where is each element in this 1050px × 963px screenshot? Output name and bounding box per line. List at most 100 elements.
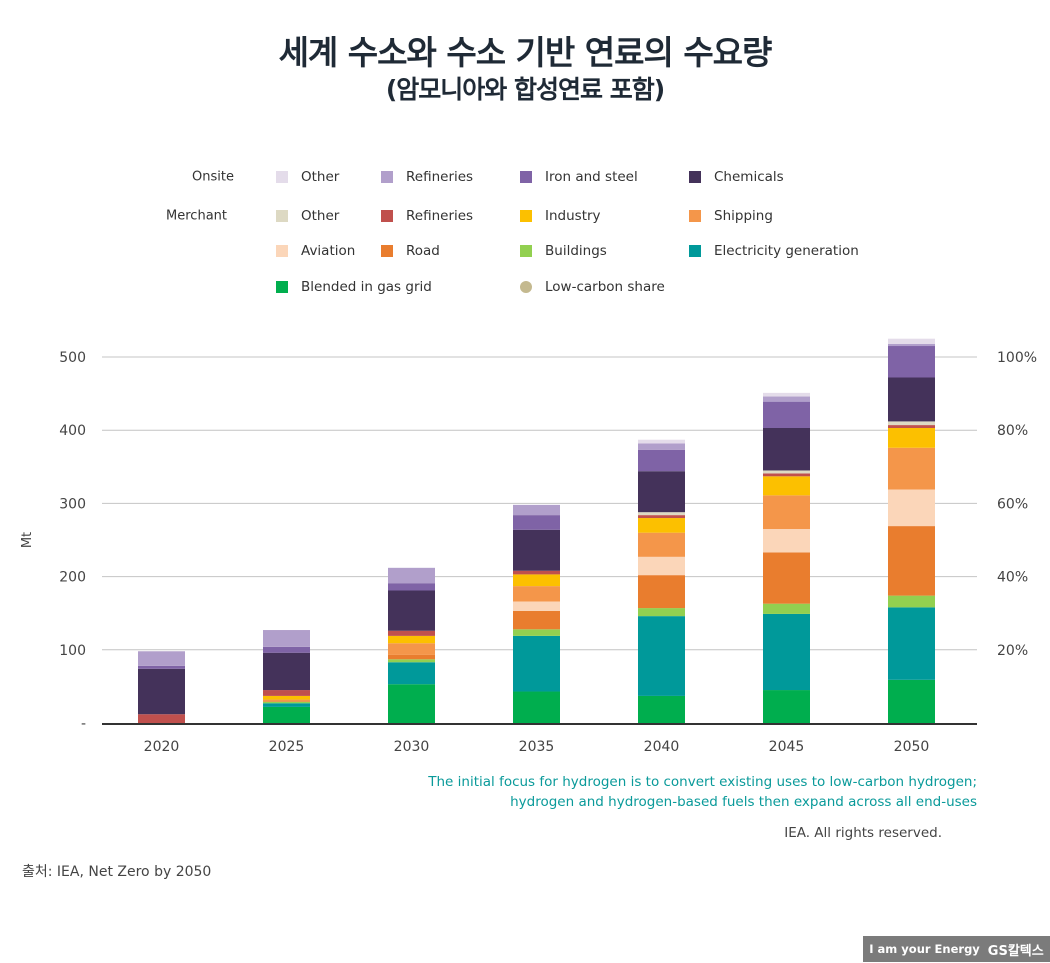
legend-item-low-carbon-share: Low-carbon share <box>520 279 665 295</box>
y2-tick-label: 100% <box>997 350 1037 366</box>
bar-segment-merchant-refineries-2045 <box>763 473 810 477</box>
legend-swatch <box>381 245 393 257</box>
bar-segment-onsite-other-2040 <box>638 439 685 444</box>
legend-swatch <box>276 281 288 293</box>
bar-segment-onsite-refineries-2025 <box>263 630 310 647</box>
bar-segment-road-2025 <box>263 701 310 702</box>
legend-item-onsite-refineries: Refineries <box>381 169 473 185</box>
legend-group-onsite: Onsite <box>192 169 234 185</box>
y-tick-label: 100 <box>59 643 86 659</box>
legend-swatch <box>520 281 532 293</box>
x-tick-label: 2035 <box>519 739 555 755</box>
bar-segment-electricity-2035 <box>513 635 560 692</box>
bar-segment-chemicals-2050 <box>888 377 935 422</box>
chart-note-line-2: hydrogen and hydrogen-based fuels then e… <box>510 794 977 810</box>
bar-segment-buildings-2040 <box>638 608 685 617</box>
legend-item-industry: Industry <box>520 208 601 224</box>
x-tick-label: 2025 <box>269 739 305 755</box>
y-tick-label: 200 <box>59 570 86 586</box>
bar-segment-shipping-2035 <box>513 586 560 602</box>
legend-item-onsite-other: Other <box>276 169 339 185</box>
rights-notice: IEA. All rights reserved. <box>784 825 942 841</box>
legend-swatch <box>689 171 701 183</box>
legend-label: Refineries <box>406 169 474 185</box>
legend-label: Electricity generation <box>714 243 859 259</box>
legend-swatch <box>520 245 532 257</box>
bar-segment-road-2045 <box>763 552 810 604</box>
legend-swatch <box>689 245 701 257</box>
bar-segment-iron-steel-2025 <box>263 646 310 653</box>
bar-segment-onsite-other-2050 <box>888 338 935 344</box>
bar-segment-blended-2030 <box>388 684 435 723</box>
bar-segment-iron-steel-2035 <box>513 515 560 530</box>
bar-segment-shipping-2050 <box>888 447 935 490</box>
bar-segment-chemicals-2045 <box>763 428 810 471</box>
bar-segment-iron-steel-2020 <box>138 665 185 669</box>
bar-segment-blended-2040 <box>638 695 685 723</box>
bar-segment-iron-steel-2030 <box>388 583 435 591</box>
x-tick-label: 2030 <box>394 739 430 755</box>
legend-swatch <box>276 210 288 222</box>
bar-segment-industry-2050 <box>888 428 935 448</box>
legend-swatch <box>520 210 532 222</box>
bar-segment-onsite-other-2045 <box>763 392 810 397</box>
page-title: 세계 수소와 수소 기반 연료의 수요량 <box>278 33 773 72</box>
bar-segment-onsite-refineries-2035 <box>513 504 560 516</box>
x-tick-label: 2045 <box>769 739 805 755</box>
bar-segment-merchant-other-2050 <box>888 421 935 426</box>
legend-group-merchant: Merchant <box>166 208 227 224</box>
bar-segment-road-2040 <box>638 575 685 609</box>
y-axis-label: Mt <box>20 532 35 548</box>
bar-segment-buildings-2025 <box>263 701 310 704</box>
bar-segment-aviation-2050 <box>888 489 935 527</box>
bar-segment-chemicals-2020 <box>138 668 185 715</box>
legend-label: Aviation <box>301 243 356 259</box>
bar-segment-merchant-refineries-2040 <box>638 515 685 519</box>
bar-segment-merchant-other-2040 <box>638 512 685 516</box>
bar-segment-industry-2030 <box>388 635 435 644</box>
bar-segment-aviation-2045 <box>763 529 810 553</box>
legend-item-shipping: Shipping <box>689 208 773 224</box>
y-tick-label: 300 <box>59 496 86 512</box>
bar-segment-blended-2050 <box>888 679 935 723</box>
legend-label: Chemicals <box>714 169 784 185</box>
legend-item-blended: Blended in gas grid <box>276 279 432 295</box>
bar-segment-merchant-refineries-2020 <box>138 714 185 723</box>
bar-segment-iron-steel-2050 <box>888 346 935 378</box>
legend-label: Road <box>406 243 440 259</box>
bar-segment-electricity-2050 <box>888 607 935 680</box>
bar-segment-chemicals-2040 <box>638 471 685 513</box>
legend-label: Other <box>301 208 340 224</box>
bar-segment-onsite-refineries-2050 <box>888 343 935 347</box>
legend-label: Low-carbon share <box>545 279 665 295</box>
bar-segment-onsite-refineries-2030 <box>388 567 435 584</box>
legend-swatch <box>689 210 701 222</box>
legend-item-merchant-other: Other <box>276 208 339 224</box>
bar-segment-onsite-refineries-2040 <box>638 443 685 450</box>
y-tick-label: 400 <box>59 423 86 439</box>
bar-segment-buildings-2030 <box>388 659 435 663</box>
bar-segment-merchant-refineries-2030 <box>388 630 435 636</box>
bar-segment-chemicals-2025 <box>263 652 310 691</box>
bar-segment-merchant-refineries-2035 <box>513 570 560 575</box>
bar-segment-industry-2040 <box>638 518 685 533</box>
legend-label: Shipping <box>714 208 773 224</box>
legend-swatch <box>381 210 393 222</box>
legend-label: Iron and steel <box>545 169 638 185</box>
bar-segment-shipping-2040 <box>638 532 685 557</box>
bar-segment-chemicals-2030 <box>388 590 435 631</box>
chart-note-line-1: The initial focus for hydrogen is to con… <box>428 774 977 790</box>
bar-segment-electricity-2040 <box>638 616 685 696</box>
x-tick-label: 2040 <box>644 739 680 755</box>
y2-tick-label: 60% <box>997 496 1028 512</box>
brand-logo: I am your Energy GS칼텍스 <box>863 936 1050 962</box>
logo-brand: GS칼텍스 <box>987 943 1044 959</box>
bar-segment-road-2050 <box>888 526 935 596</box>
bar-segment-road-2030 <box>388 654 435 660</box>
bar-segment-buildings-2050 <box>888 595 935 608</box>
page-subtitle: (암모니아와 합성연료 포함) <box>385 75 665 104</box>
y2-tick-label: 80% <box>997 423 1028 439</box>
bar-segment-buildings-2045 <box>763 603 810 614</box>
legend-item-chemicals: Chemicals <box>689 169 784 185</box>
bar-segment-industry-2025 <box>263 695 310 700</box>
